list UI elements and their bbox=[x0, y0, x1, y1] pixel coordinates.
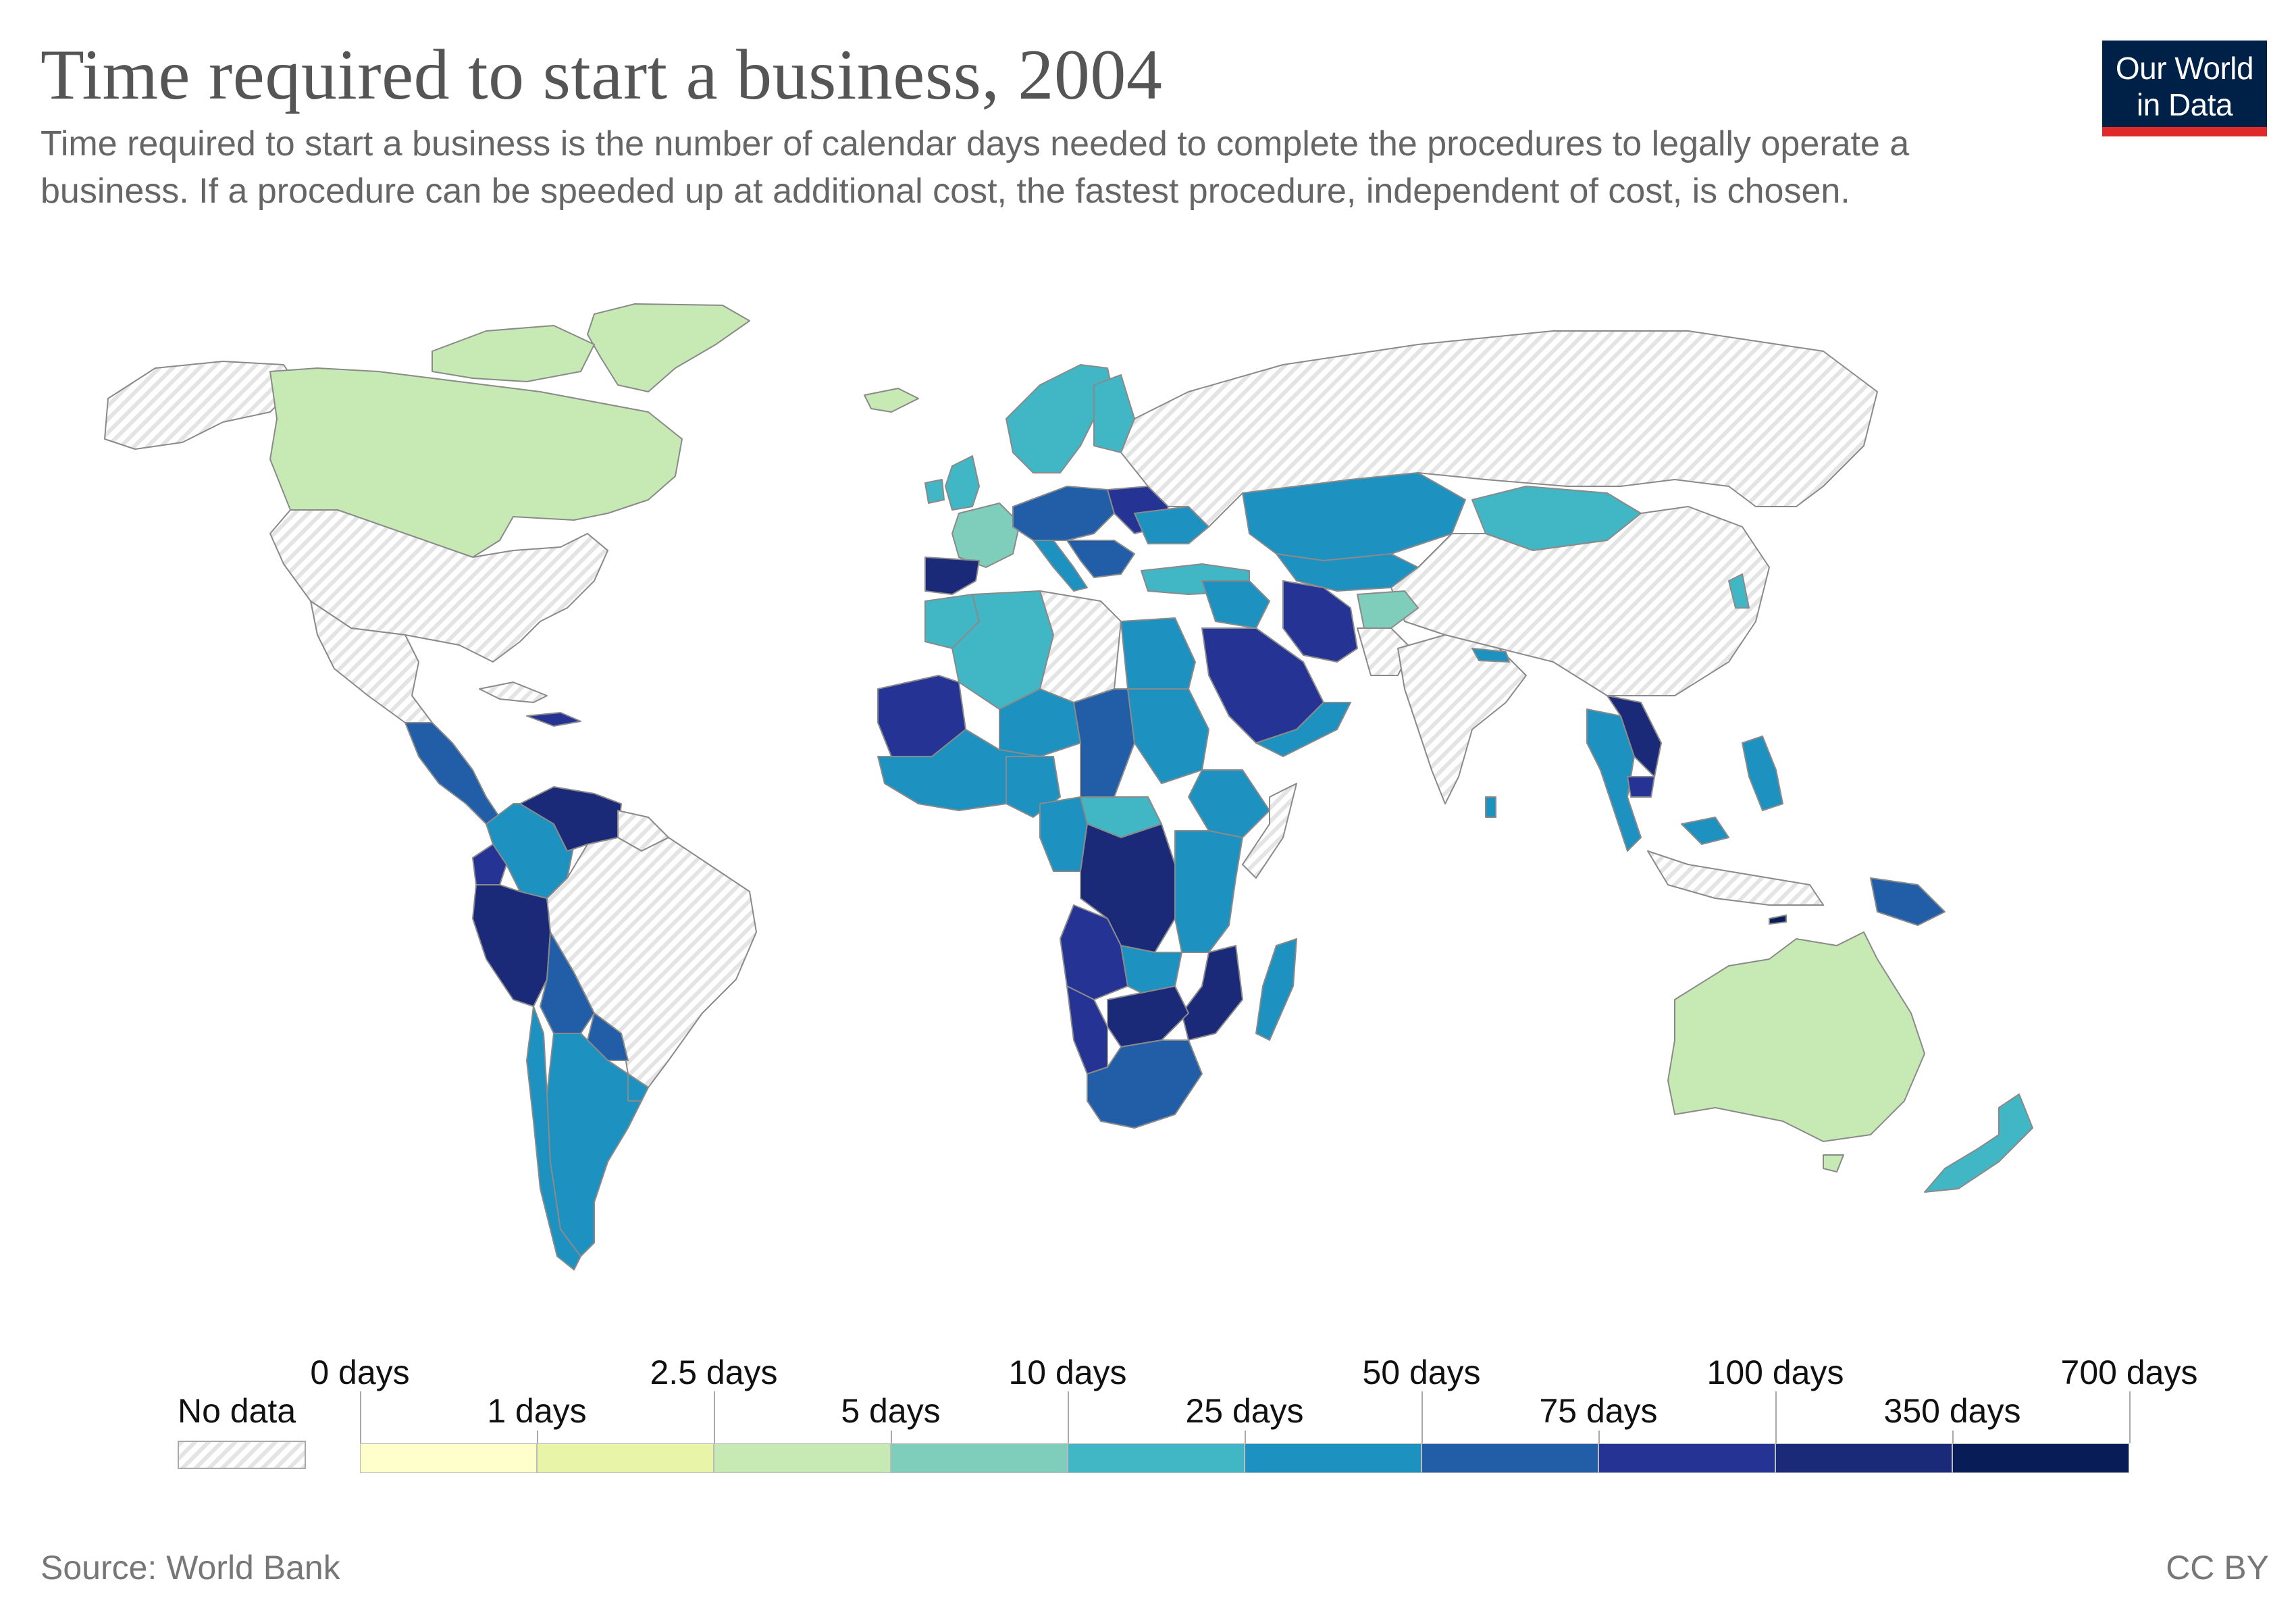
legend-bin-8[interactable] bbox=[1775, 1443, 1952, 1473]
region-chad[interactable] bbox=[1073, 688, 1135, 798]
legend-label-5: 25 days bbox=[1185, 1392, 1304, 1430]
legend-label-0: 0 days bbox=[310, 1354, 410, 1391]
region-balkans[interactable] bbox=[1066, 540, 1135, 578]
legend-label-4: 10 days bbox=[1008, 1354, 1127, 1391]
region-timor[interactable] bbox=[1769, 915, 1787, 925]
legend-tick-1 bbox=[537, 1431, 538, 1443]
legend-label-6: 50 days bbox=[1362, 1354, 1481, 1391]
region-afghanistan[interactable] bbox=[1357, 590, 1419, 629]
region-iceland[interactable] bbox=[864, 388, 919, 413]
legend-tick-8 bbox=[1775, 1391, 1777, 1443]
legend-tick-3 bbox=[891, 1431, 892, 1443]
legend-bin-7[interactable] bbox=[1598, 1443, 1775, 1473]
world-map[interactable] bbox=[0, 284, 2296, 1297]
region-botswana-zimbabwe[interactable] bbox=[1107, 985, 1189, 1048]
chart-title: Time required to start a business, 2004 bbox=[41, 35, 1163, 114]
region-egypt[interactable] bbox=[1120, 617, 1196, 690]
legend-tick-2 bbox=[714, 1391, 715, 1443]
logo-line-2: in Data bbox=[2136, 87, 2233, 122]
region-cuba[interactable] bbox=[479, 681, 548, 703]
region-peru[interactable] bbox=[472, 884, 551, 1007]
region-uk[interactable] bbox=[945, 455, 980, 511]
legend-bin-9[interactable] bbox=[1952, 1443, 2129, 1473]
region-ethiopia[interactable] bbox=[1188, 769, 1270, 838]
region-cameroon-gabon[interactable] bbox=[1039, 796, 1088, 872]
legend-bin-6[interactable] bbox=[1421, 1443, 1598, 1473]
region-angola[interactable] bbox=[1060, 904, 1128, 1000]
region-yemen-oman[interactable] bbox=[1255, 702, 1351, 757]
region-namibia[interactable] bbox=[1066, 985, 1108, 1075]
license-link[interactable]: CC BY bbox=[2166, 1549, 2269, 1587]
region-madagascar[interactable] bbox=[1255, 938, 1297, 1041]
region-somalia[interactable] bbox=[1242, 783, 1297, 879]
region-france[interactable] bbox=[951, 503, 1020, 568]
region-uruguay[interactable] bbox=[627, 1073, 649, 1102]
region-philippines[interactable] bbox=[1742, 736, 1783, 811]
region-arctic-islands[interactable] bbox=[432, 325, 595, 382]
legend-bin-3[interactable] bbox=[891, 1443, 1068, 1473]
region-russia[interactable] bbox=[1120, 330, 1878, 528]
region-central-europe[interactable] bbox=[1012, 486, 1115, 541]
legend-tick-7 bbox=[1598, 1431, 1600, 1443]
source-note: Source: World Bank bbox=[41, 1549, 340, 1587]
region-iran[interactable] bbox=[1282, 580, 1358, 663]
legend-no-data-swatch[interactable] bbox=[178, 1441, 306, 1469]
region-korea-japan[interactable] bbox=[1728, 573, 1750, 609]
region-hispaniola[interactable] bbox=[526, 712, 581, 727]
legend-tick-4 bbox=[1068, 1391, 1069, 1443]
region-libya[interactable] bbox=[1039, 590, 1122, 703]
region-spain[interactable] bbox=[924, 557, 980, 595]
region-alaska[interactable] bbox=[104, 361, 298, 450]
region-papua-new-guinea[interactable] bbox=[1870, 877, 1946, 926]
legend-label-7: 75 days bbox=[1539, 1392, 1658, 1430]
region-chile[interactable] bbox=[526, 1006, 581, 1270]
region-cambodia[interactable] bbox=[1627, 776, 1655, 798]
region-argentina[interactable] bbox=[546, 1033, 642, 1257]
region-south-africa[interactable] bbox=[1087, 1039, 1203, 1129]
region-tasmania[interactable] bbox=[1823, 1154, 1844, 1173]
legend-bin-0[interactable] bbox=[360, 1443, 537, 1473]
owid-logo[interactable]: Our World in Data bbox=[2102, 41, 2267, 136]
region-sri-lanka[interactable] bbox=[1485, 796, 1496, 818]
region-sudan[interactable] bbox=[1127, 688, 1209, 784]
legend-label-10: 700 days bbox=[2060, 1354, 2198, 1391]
region-greenland[interactable] bbox=[587, 303, 750, 392]
region-ireland[interactable] bbox=[924, 479, 945, 504]
region-nepal[interactable] bbox=[1471, 648, 1510, 663]
region-zambia[interactable] bbox=[1120, 945, 1182, 994]
region-india[interactable] bbox=[1397, 634, 1527, 804]
legend-bin-5[interactable] bbox=[1245, 1443, 1421, 1473]
region-italy[interactable] bbox=[1033, 540, 1088, 592]
region-mozambique[interactable] bbox=[1181, 945, 1243, 1041]
legend-tick-9 bbox=[1952, 1431, 1954, 1443]
legend-tick-5 bbox=[1245, 1431, 1246, 1443]
region-iraq-syria[interactable] bbox=[1201, 580, 1270, 629]
legend-tick-0 bbox=[360, 1391, 361, 1443]
region-australia[interactable] bbox=[1667, 931, 1925, 1142]
legend-label-3: 5 days bbox=[841, 1392, 941, 1430]
legend-label-8: 100 days bbox=[1706, 1354, 1844, 1391]
region-malaysia[interactable] bbox=[1681, 817, 1729, 845]
region-east-africa[interactable] bbox=[1174, 830, 1243, 953]
region-ecuador[interactable] bbox=[472, 844, 507, 885]
logo-line-1: Our World bbox=[2115, 51, 2254, 86]
legend-tick-6 bbox=[1421, 1391, 1423, 1443]
legend-bin-1[interactable] bbox=[537, 1443, 714, 1473]
region-ukraine[interactable] bbox=[1134, 506, 1209, 544]
legend-no-data-label: No data bbox=[178, 1392, 296, 1430]
legend-bin-4[interactable] bbox=[1068, 1443, 1245, 1473]
region-indonesia[interactable] bbox=[1647, 850, 1824, 906]
legend-label-9: 350 days bbox=[1883, 1392, 2021, 1430]
region-new-zealand[interactable] bbox=[1924, 1093, 2033, 1193]
region-central-america[interactable] bbox=[405, 722, 500, 825]
chart-subtitle: Time required to start a business is the… bbox=[41, 124, 1910, 211]
legend-label-2: 2.5 days bbox=[650, 1354, 778, 1391]
legend-bin-2[interactable] bbox=[714, 1443, 891, 1473]
legend-label-1: 1 days bbox=[487, 1392, 587, 1430]
legend-tick-10 bbox=[2129, 1391, 2131, 1443]
region-paraguay[interactable] bbox=[587, 1012, 629, 1061]
